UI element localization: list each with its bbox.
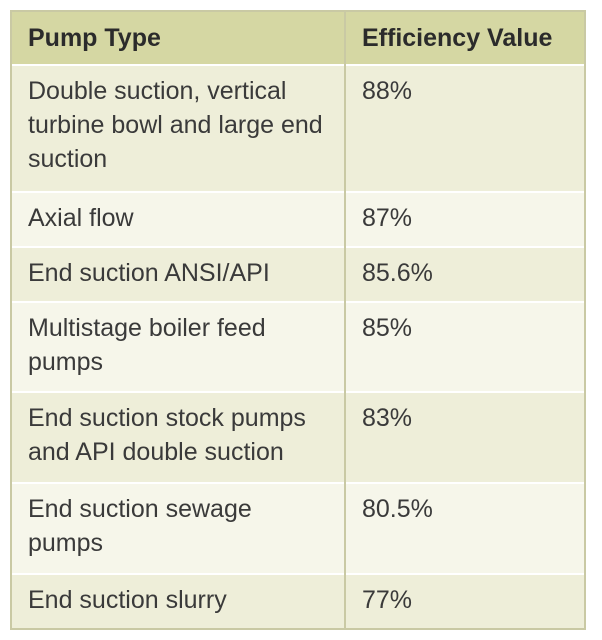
- header-pump-type: Pump Type: [12, 12, 346, 65]
- table-row: End suction sewage pumps 80.5%: [12, 482, 584, 575]
- table-row: Multistage boiler feed pumps 85%: [12, 300, 584, 393]
- cell-pump-type: Double suction, vertical turbine bowl an…: [12, 64, 346, 192]
- cell-pump-type: End suction sewage pumps: [12, 482, 346, 575]
- cell-pump-type: End suction stock pumps and API double s…: [12, 391, 346, 484]
- cell-efficiency: 80.5%: [345, 482, 584, 575]
- table-row: End suction slurry 77%: [12, 573, 584, 628]
- header-efficiency-value: Efficiency Value: [345, 12, 584, 65]
- cell-pump-type: End suction ANSI/API: [12, 245, 346, 302]
- table-header: Pump Type Efficiency Value: [12, 12, 584, 65]
- table-row: End suction stock pumps and API double s…: [12, 391, 584, 484]
- cell-pump-type: Axial flow: [12, 190, 346, 247]
- cell-efficiency: 85.6%: [345, 245, 584, 302]
- cell-efficiency: 83%: [345, 391, 584, 484]
- table-row: Axial flow 87%: [12, 190, 584, 247]
- pump-efficiency-table: Pump Type Efficiency Value Double suctio…: [12, 12, 584, 628]
- cell-efficiency: 87%: [345, 190, 584, 247]
- cell-efficiency: 77%: [345, 573, 584, 628]
- cell-efficiency: 85%: [345, 300, 584, 393]
- cell-pump-type: End suction slurry: [12, 573, 346, 628]
- cell-pump-type: Multistage boiler feed pumps: [12, 300, 346, 393]
- table-body: Double suction, vertical turbine bowl an…: [12, 64, 584, 628]
- pump-efficiency-table-container: Pump Type Efficiency Value Double suctio…: [10, 10, 586, 630]
- cell-efficiency: 88%: [345, 64, 584, 192]
- header-row: Pump Type Efficiency Value: [12, 12, 584, 65]
- table-row: Double suction, vertical turbine bowl an…: [12, 64, 584, 192]
- table-row: End suction ANSI/API 85.6%: [12, 245, 584, 302]
